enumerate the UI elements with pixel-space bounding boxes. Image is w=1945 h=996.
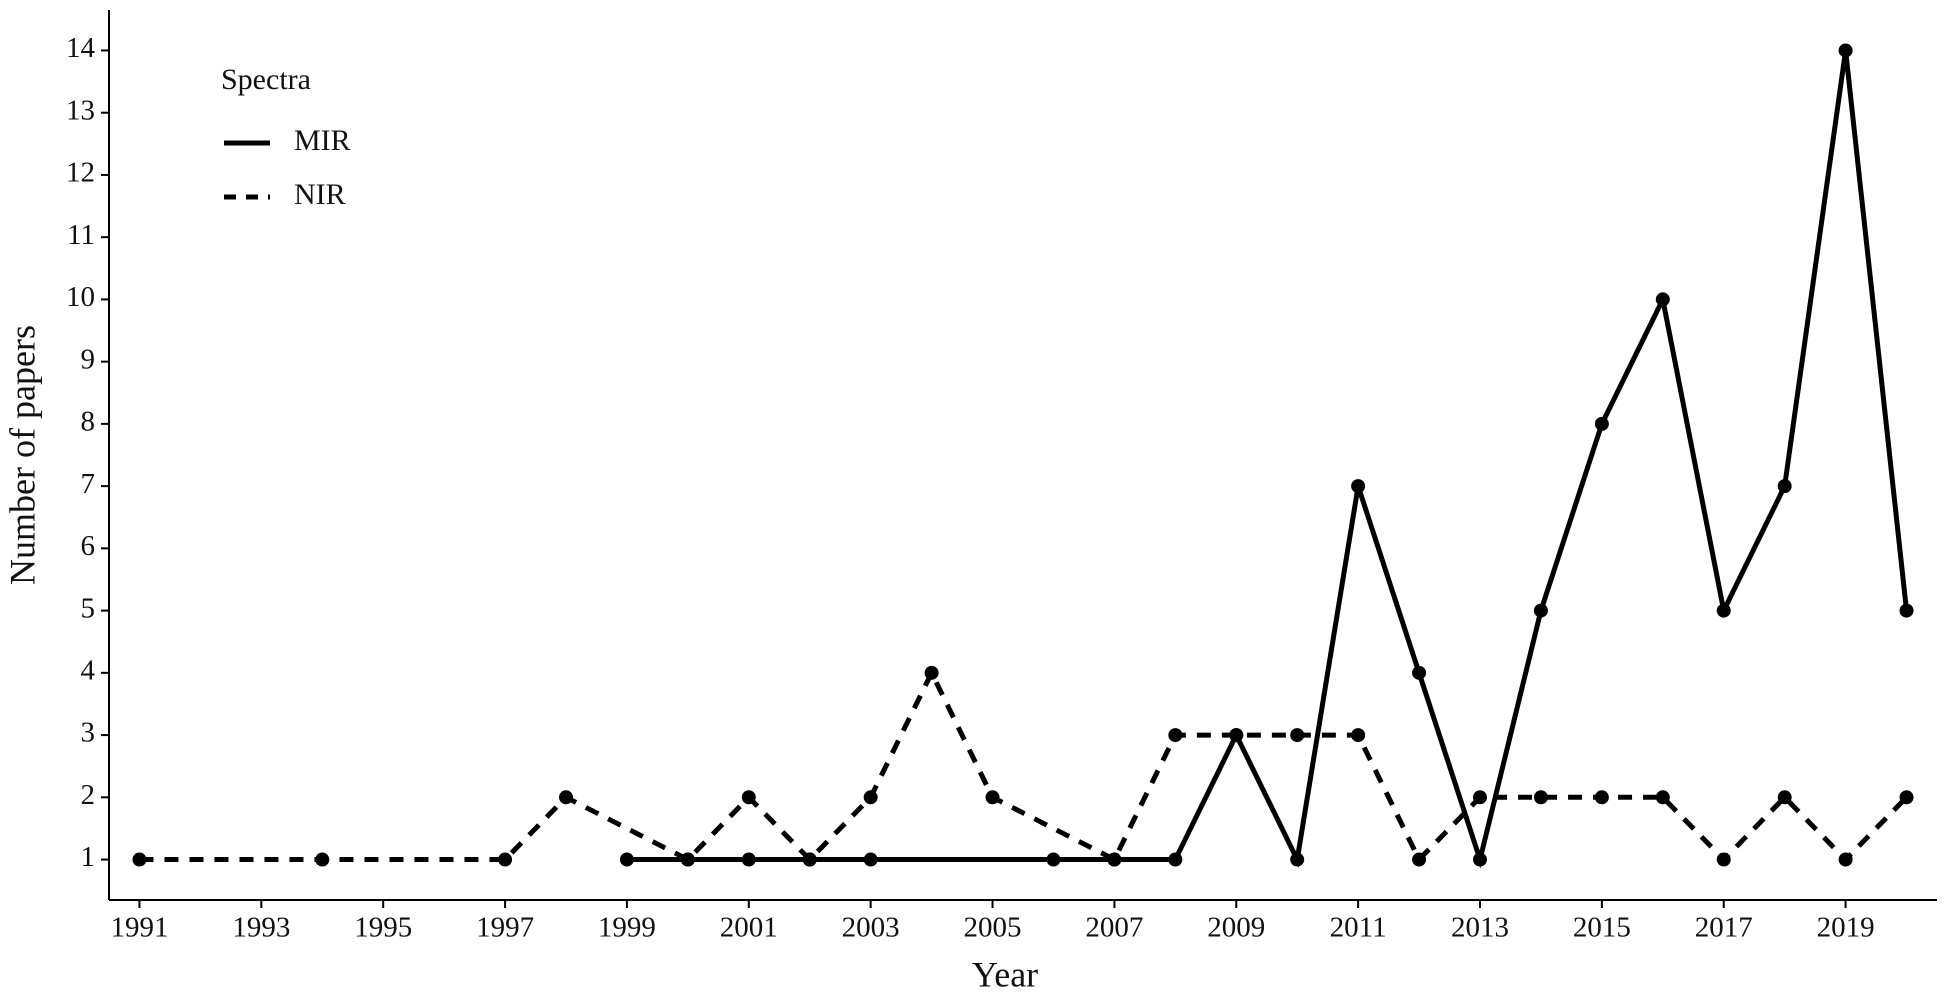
x-tick-label: 2005 bbox=[964, 912, 1022, 944]
point bbox=[1594, 416, 1609, 431]
point bbox=[1168, 728, 1183, 743]
point bbox=[132, 852, 147, 867]
y-axis-title: Number of papers bbox=[2, 325, 42, 585]
y-tick-label: 4 bbox=[81, 654, 96, 686]
point bbox=[315, 852, 330, 867]
y-tick-label: 1 bbox=[81, 841, 96, 873]
point bbox=[1168, 852, 1183, 867]
y-tick-label: 12 bbox=[66, 157, 95, 189]
point bbox=[924, 665, 939, 680]
y-tick-label: 14 bbox=[66, 32, 96, 64]
point bbox=[619, 852, 634, 867]
y-tick-label: 13 bbox=[66, 94, 95, 126]
point bbox=[1533, 790, 1548, 805]
x-tick-label: 1993 bbox=[232, 912, 290, 944]
point bbox=[1107, 852, 1122, 867]
legend-title: Spectra bbox=[221, 63, 311, 96]
point bbox=[1290, 852, 1305, 867]
point bbox=[1412, 665, 1427, 680]
y-tick-label: 3 bbox=[81, 717, 96, 749]
point bbox=[741, 852, 756, 867]
y-tick-label: 11 bbox=[67, 219, 95, 251]
point bbox=[741, 790, 756, 805]
point bbox=[1594, 790, 1609, 805]
point bbox=[1716, 852, 1731, 867]
point bbox=[680, 852, 695, 867]
point bbox=[498, 852, 513, 867]
point bbox=[1533, 603, 1548, 618]
point bbox=[802, 852, 817, 867]
legend-label: NIR bbox=[294, 178, 346, 211]
x-tick-label: 2015 bbox=[1573, 912, 1631, 944]
x-tick-label: 2001 bbox=[720, 912, 778, 944]
point bbox=[1838, 43, 1853, 58]
point bbox=[1412, 852, 1427, 867]
y-tick-label: 5 bbox=[81, 592, 96, 624]
point bbox=[1229, 728, 1244, 743]
point bbox=[559, 790, 573, 805]
point bbox=[863, 790, 878, 805]
point bbox=[1777, 790, 1792, 805]
x-tick-label: 2011 bbox=[1330, 912, 1387, 944]
x-tick-label: 2019 bbox=[1817, 912, 1875, 944]
x-tick-label: 1997 bbox=[476, 912, 534, 944]
point bbox=[1046, 852, 1061, 867]
point bbox=[985, 790, 1000, 805]
x-tick-label: 2003 bbox=[842, 912, 900, 944]
y-tick-label: 2 bbox=[81, 779, 96, 811]
y-tick-label: 8 bbox=[81, 406, 96, 438]
point bbox=[1655, 790, 1670, 805]
point bbox=[1290, 728, 1305, 743]
y-tick-label: 6 bbox=[81, 530, 96, 562]
x-tick-label: 1999 bbox=[598, 912, 656, 944]
x-tick-label: 2007 bbox=[1085, 912, 1143, 944]
point bbox=[1899, 790, 1914, 805]
point bbox=[1899, 603, 1914, 618]
x-tick-label: 1991 bbox=[110, 912, 168, 944]
x-tick-label: 2013 bbox=[1451, 912, 1509, 944]
y-tick-label: 9 bbox=[81, 343, 96, 375]
point bbox=[1351, 479, 1366, 494]
series-line bbox=[139, 667, 1909, 864]
point bbox=[1716, 603, 1731, 618]
point bbox=[1351, 728, 1366, 743]
x-axis-title: Year bbox=[972, 954, 1038, 994]
point bbox=[1473, 790, 1487, 805]
x-tick-label: 1995 bbox=[354, 912, 412, 944]
point bbox=[1655, 292, 1670, 307]
x-tick-label: 2017 bbox=[1695, 912, 1753, 944]
series-line bbox=[626, 50, 1910, 869]
point bbox=[1473, 852, 1487, 867]
point bbox=[1777, 479, 1792, 494]
x-tick-label: 2009 bbox=[1207, 912, 1265, 944]
point bbox=[863, 852, 878, 867]
legend-label: MIR bbox=[294, 124, 351, 157]
point bbox=[1838, 852, 1853, 867]
y-tick-label: 7 bbox=[81, 468, 96, 500]
y-tick-label: 10 bbox=[66, 281, 95, 313]
